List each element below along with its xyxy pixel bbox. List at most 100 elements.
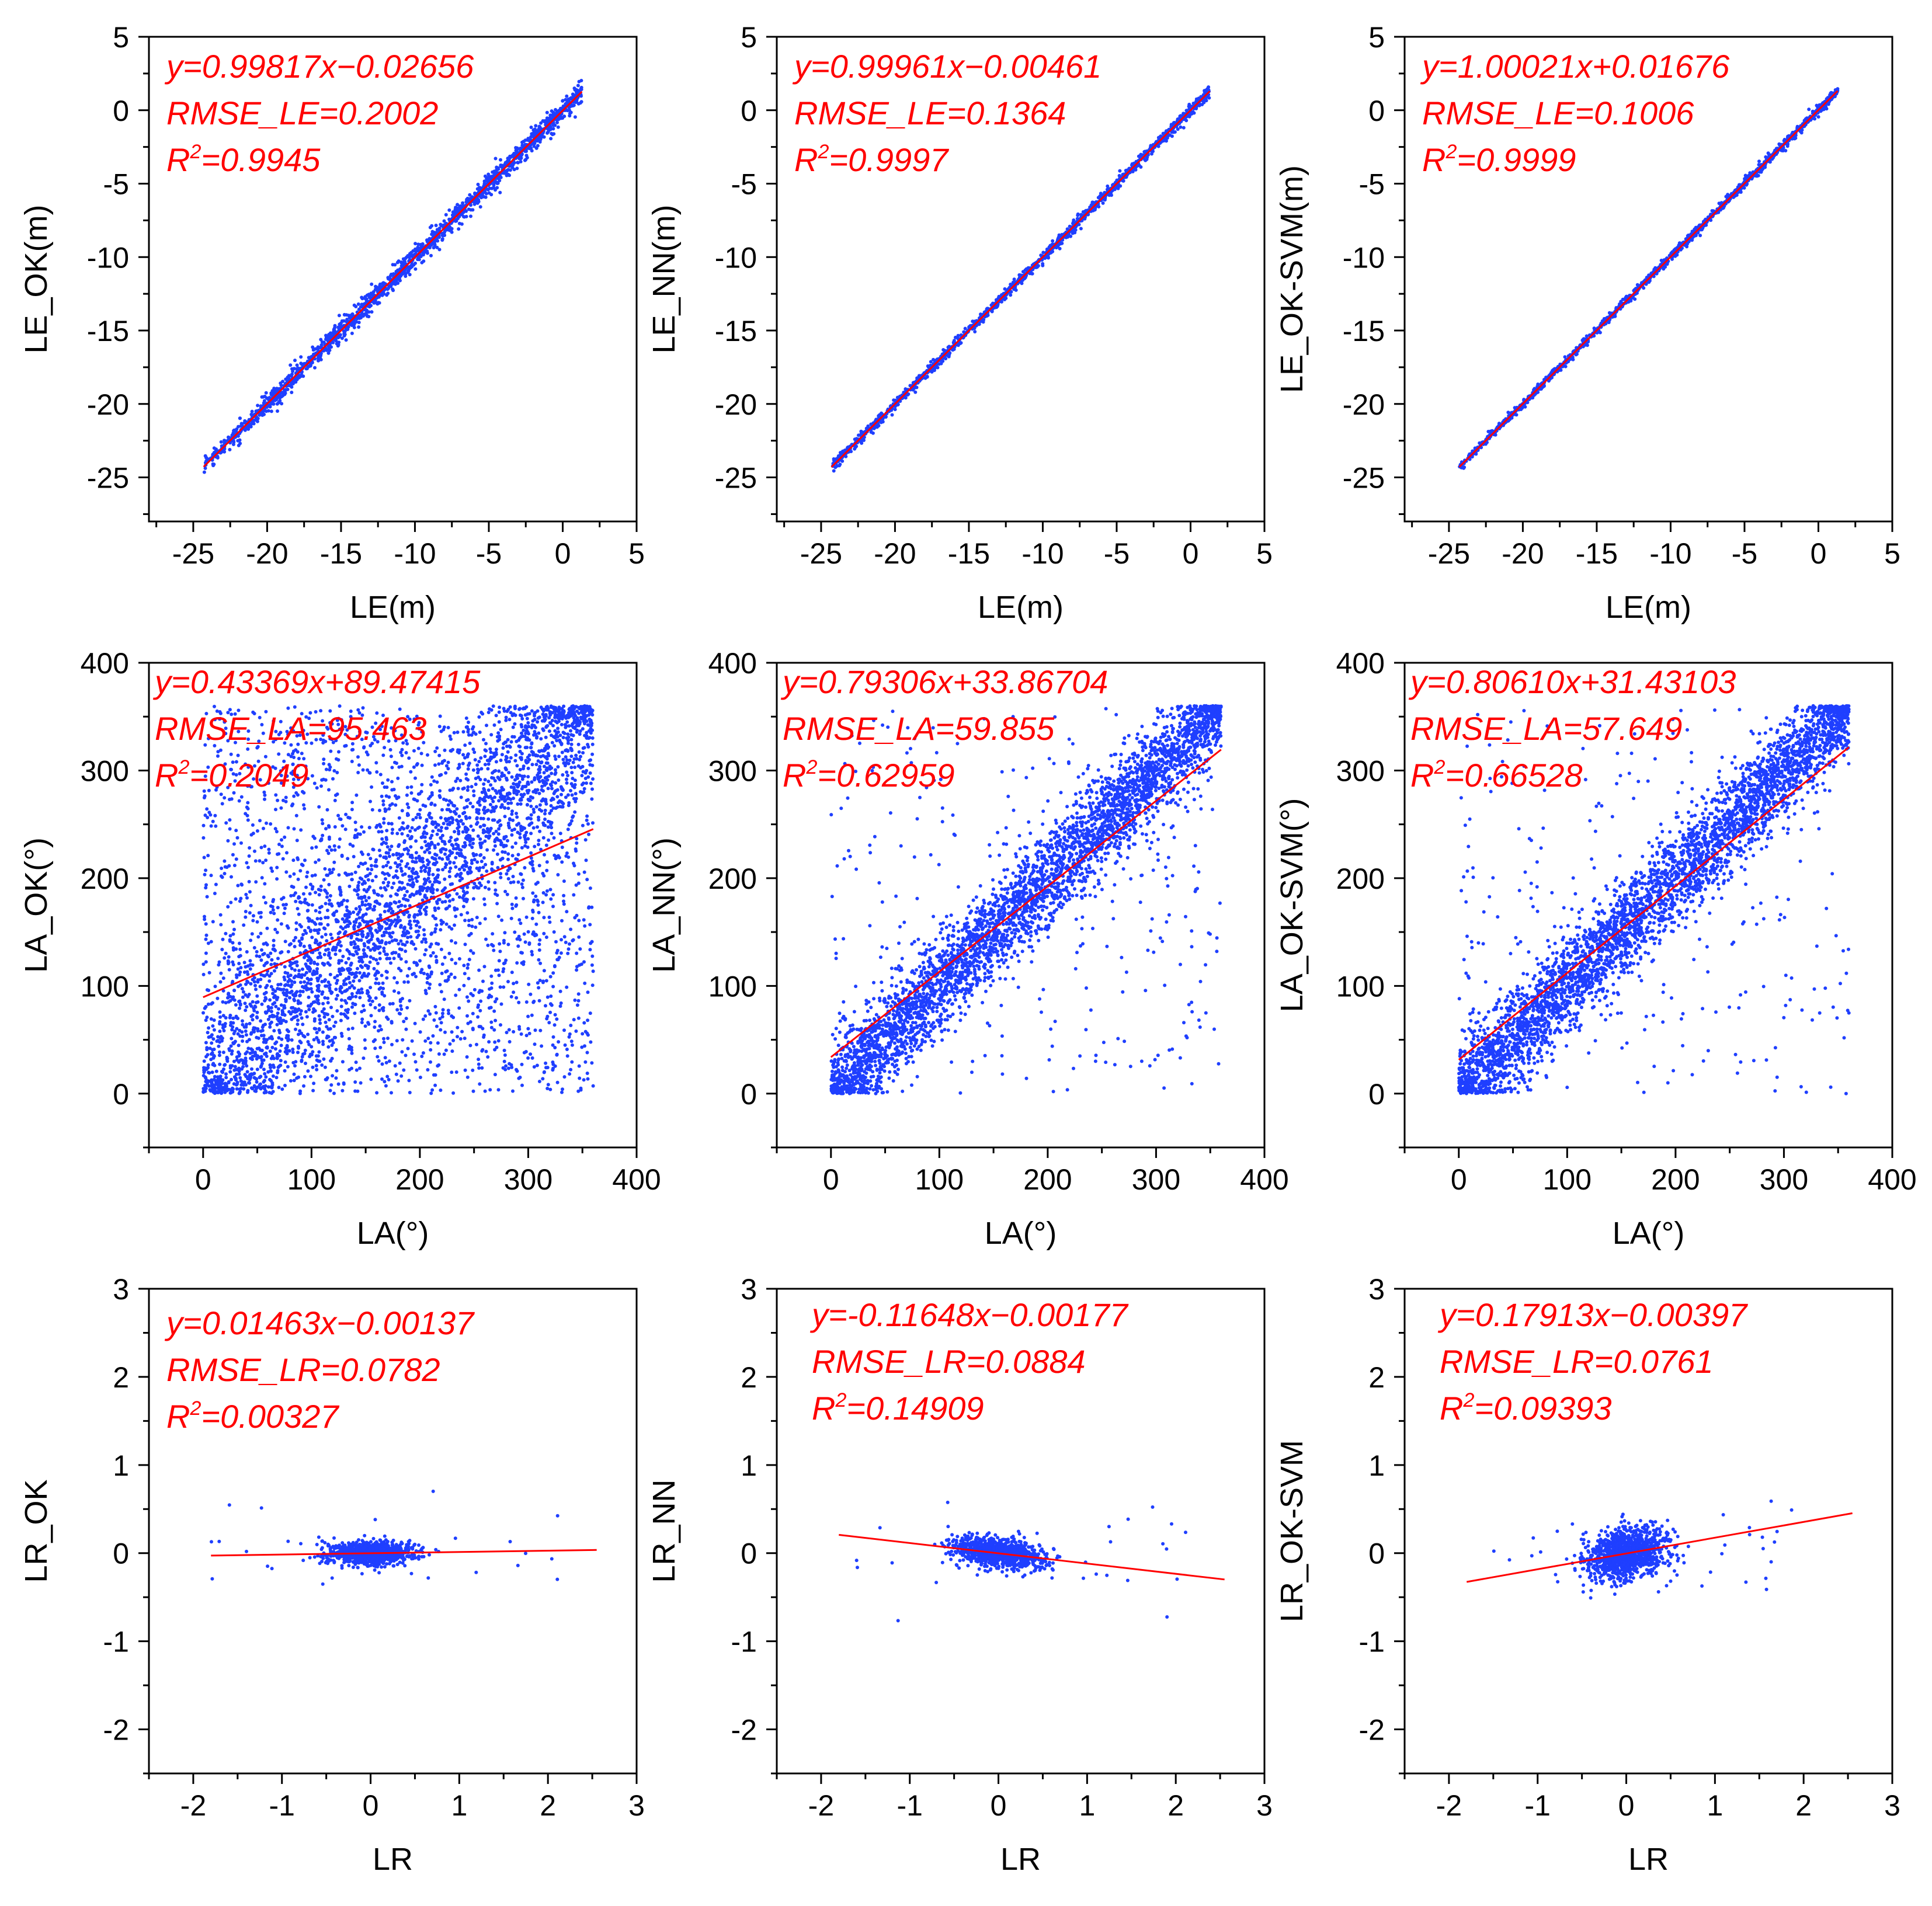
fit-equation: y=0.99817x−0.02656 bbox=[164, 48, 474, 85]
y-tick-label: -5 bbox=[731, 168, 757, 201]
scatter-point bbox=[498, 190, 502, 194]
scatter-point bbox=[483, 174, 487, 178]
scatter-point bbox=[347, 1037, 351, 1041]
scatter-point bbox=[329, 1083, 333, 1087]
scatter-point bbox=[373, 1025, 377, 1029]
scatter-point bbox=[256, 416, 260, 420]
fit-equation: y=0.99961x−0.00461 bbox=[792, 48, 1101, 85]
x-tick-label: 0 bbox=[1183, 537, 1199, 570]
scatter-point bbox=[370, 282, 374, 286]
scatter-point bbox=[1041, 263, 1045, 267]
y-axis-title: LE_OK(m) bbox=[19, 204, 54, 353]
scatter-point bbox=[315, 786, 319, 790]
scatter-point bbox=[565, 781, 569, 785]
scatter-point bbox=[959, 341, 963, 345]
scatter-point bbox=[463, 215, 466, 219]
y-tick-label: -15 bbox=[87, 315, 129, 347]
scatter-point bbox=[360, 900, 364, 904]
r-squared-symbol: R bbox=[794, 141, 818, 178]
scatter-point bbox=[480, 1066, 484, 1070]
scatter-point bbox=[204, 456, 209, 460]
scatter-point bbox=[579, 100, 583, 104]
scatter-point bbox=[1143, 149, 1147, 154]
scatter-point bbox=[297, 912, 301, 916]
scatter-point bbox=[507, 771, 511, 775]
scatter-point bbox=[340, 319, 344, 323]
scatter-point bbox=[212, 446, 216, 450]
scatter-point bbox=[915, 385, 919, 389]
scatter-point bbox=[366, 314, 369, 318]
scatter-point bbox=[487, 172, 491, 176]
scatter-point bbox=[1072, 218, 1076, 222]
scatter-point bbox=[568, 112, 572, 116]
scatter-point bbox=[1184, 109, 1189, 113]
scatter-point bbox=[985, 307, 989, 311]
scatter-point bbox=[318, 951, 322, 955]
scatter-point bbox=[482, 782, 486, 786]
scatter-point bbox=[545, 868, 549, 872]
scatter-point bbox=[265, 396, 269, 401]
scatter-point bbox=[1047, 256, 1050, 260]
scatter-point bbox=[383, 281, 387, 286]
scatter-point bbox=[530, 1013, 534, 1017]
scatter-point bbox=[519, 159, 523, 164]
scatter-point bbox=[534, 124, 538, 128]
scatter-point bbox=[340, 336, 344, 340]
scatter-point bbox=[477, 187, 481, 190]
scatter-point bbox=[301, 374, 305, 378]
scatter-point bbox=[342, 332, 346, 336]
scatter-point bbox=[568, 942, 571, 946]
scatter-point bbox=[1079, 213, 1083, 217]
scatter-point bbox=[556, 125, 560, 129]
scatter-point bbox=[1156, 144, 1160, 148]
rmse-label: RMSE_LE=0.1006 bbox=[1422, 95, 1694, 131]
scatter-point bbox=[392, 976, 397, 980]
scatter-point bbox=[441, 234, 445, 238]
x-tick-label: -15 bbox=[1576, 537, 1618, 570]
scatter-point bbox=[327, 1018, 331, 1022]
scatter-point bbox=[363, 295, 367, 299]
scatter-point bbox=[1187, 102, 1191, 106]
scatter-point bbox=[370, 310, 374, 314]
scatter-point bbox=[434, 955, 438, 959]
y-tick-label: -20 bbox=[1343, 388, 1385, 421]
scatter-point bbox=[1004, 296, 1008, 300]
scatter-point bbox=[849, 450, 853, 454]
scatter-point bbox=[306, 1032, 310, 1037]
scatter-point bbox=[332, 331, 335, 335]
y-axis-title: LE_OK-SVM(m) bbox=[1274, 165, 1309, 393]
y-tick-label: -10 bbox=[715, 241, 757, 274]
x-tick-label: -15 bbox=[948, 537, 990, 570]
scatter-point bbox=[336, 325, 340, 329]
x-tick-label: -25 bbox=[1428, 537, 1470, 570]
r-squared-symbol: R bbox=[1422, 141, 1445, 178]
scatter-point bbox=[529, 126, 533, 129]
scatter-point bbox=[286, 375, 290, 379]
x-axis-title: LE(m) bbox=[978, 590, 1064, 625]
scatter-point bbox=[313, 366, 317, 370]
scatter-point bbox=[505, 168, 509, 172]
scatter-point bbox=[1058, 246, 1062, 251]
scatter-point bbox=[399, 261, 404, 265]
scatter-point bbox=[435, 245, 439, 249]
scatter-point bbox=[266, 409, 270, 413]
scatter-point bbox=[223, 859, 227, 863]
scatter-point bbox=[422, 933, 426, 937]
x-tick-label: 5 bbox=[1884, 537, 1900, 570]
scatter-point bbox=[289, 363, 293, 367]
scatter-point bbox=[1106, 184, 1110, 188]
scatter-point bbox=[316, 345, 320, 349]
scatter-point bbox=[303, 980, 307, 984]
scatter-point bbox=[324, 338, 328, 341]
r-squared-label: R2=0.9997 bbox=[794, 141, 949, 178]
scatter-point bbox=[250, 409, 254, 413]
scatter-point bbox=[334, 997, 338, 1001]
scatter-point bbox=[1647, 280, 1651, 284]
scatter-point bbox=[352, 979, 356, 983]
scatter-point bbox=[447, 208, 451, 212]
scatter-point bbox=[339, 998, 343, 1002]
scatter-point bbox=[236, 439, 240, 443]
scatter-point bbox=[1182, 112, 1186, 116]
scatter-point bbox=[241, 1039, 245, 1043]
scatter-point bbox=[555, 795, 560, 799]
